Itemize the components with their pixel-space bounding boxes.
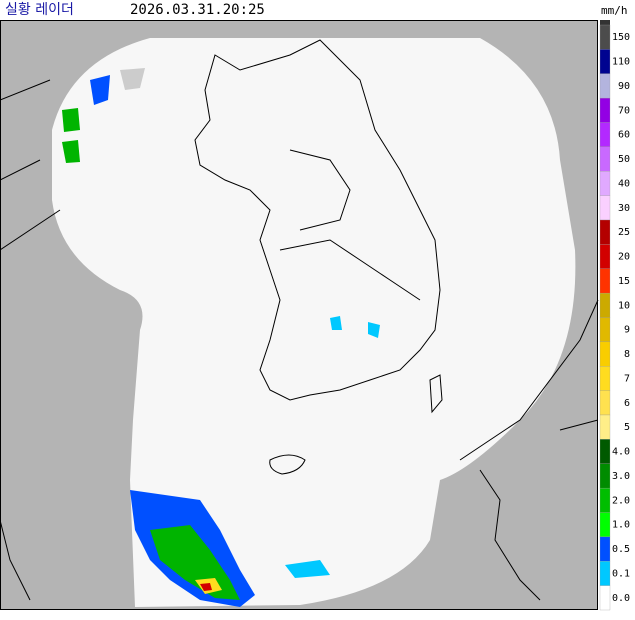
legend-label: 25 <box>618 227 630 238</box>
legend-swatch <box>599 195 611 221</box>
legend-swatch <box>599 97 611 123</box>
legend-top <box>600 20 610 25</box>
legend-label: 30 <box>618 203 630 214</box>
radar-echoes <box>62 68 380 607</box>
title: 실황 레이더 <box>5 2 74 18</box>
legend-swatch <box>599 292 611 318</box>
legend-label: 9 <box>624 325 630 336</box>
legend-label: 0.0 <box>612 593 630 604</box>
legend-swatch <box>599 536 611 562</box>
legend-swatch <box>599 366 611 391</box>
legend-label: 6 <box>624 398 630 409</box>
legend-label: 8 <box>624 349 630 360</box>
map-frame <box>0 20 598 610</box>
legend-swatch <box>599 414 611 440</box>
legend-label: 110 <box>612 57 630 68</box>
legend: 150 110 90 70 60 50 40 30 25 20 15 10 9 8 7 6 5 4.0 3.0 2.0… <box>599 20 630 611</box>
legend-label: 5 <box>624 422 630 433</box>
legend-swatch <box>599 463 611 489</box>
legend-swatch <box>599 439 611 464</box>
legend-swatch <box>599 73 611 99</box>
legend-label: 0.5 <box>612 544 630 555</box>
legend-swatch <box>599 487 611 513</box>
legend-label: 3.0 <box>612 471 630 482</box>
legend-swatch <box>599 585 611 611</box>
legend-swatch <box>599 171 611 196</box>
legend-swatch <box>599 146 611 172</box>
coastlines <box>0 39 599 601</box>
legend-swatch <box>599 561 611 586</box>
legend-swatch <box>599 219 611 245</box>
legend-label: 10 <box>618 300 630 311</box>
legend-swatch <box>599 512 611 538</box>
map <box>0 20 599 610</box>
legend-label: 1.0 <box>612 520 630 531</box>
unit: mm/h <box>601 4 628 17</box>
legend-label: 90 <box>618 81 630 92</box>
legend-label: 4.0 <box>612 447 630 458</box>
legend-label: 40 <box>618 178 630 189</box>
legend-label: 60 <box>618 130 630 141</box>
legend-swatch <box>599 244 611 269</box>
radar-coverage <box>52 38 576 607</box>
legend-label: 2.0 <box>612 495 630 506</box>
legend-swatch <box>599 317 611 343</box>
timestamp: 2026.03.31.20:25 <box>130 2 265 18</box>
legend-swatch <box>599 268 611 294</box>
legend-swatch <box>599 24 611 50</box>
legend-label: 20 <box>618 252 630 263</box>
legend-label: 15 <box>618 276 630 287</box>
legend-swatch <box>599 390 611 416</box>
legend-label: 0.1 <box>612 568 630 579</box>
legend-swatch <box>599 49 611 74</box>
legend-swatch <box>599 341 611 367</box>
legend-label: 70 <box>618 105 630 116</box>
legend-label: 50 <box>618 154 630 165</box>
legend-label: 7 <box>624 373 630 384</box>
legend-swatch <box>599 122 611 148</box>
legend-label: 150 <box>612 32 630 43</box>
